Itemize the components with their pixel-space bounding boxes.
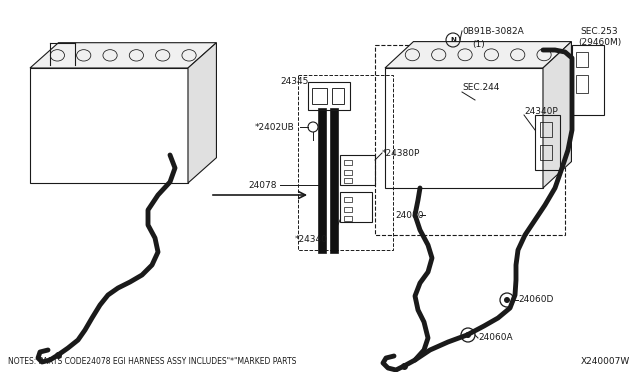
Bar bbox=[318, 108, 326, 253]
Polygon shape bbox=[385, 42, 572, 68]
Text: X240007W: X240007W bbox=[580, 357, 630, 366]
Bar bbox=[332, 88, 344, 104]
Text: 0B91B-3082A: 0B91B-3082A bbox=[462, 26, 524, 35]
Polygon shape bbox=[188, 43, 216, 183]
Bar bbox=[344, 170, 352, 175]
Bar bbox=[344, 178, 352, 183]
Text: NOTES: PARTS CODE24078 EGI HARNESS ASSY INCLUDES"*"MARKED PARTS: NOTES: PARTS CODE24078 EGI HARNESS ASSY … bbox=[8, 357, 296, 366]
Bar bbox=[576, 52, 588, 67]
Bar bbox=[312, 88, 327, 104]
Bar bbox=[330, 108, 338, 253]
Bar bbox=[576, 75, 588, 93]
Text: (1): (1) bbox=[472, 41, 484, 49]
Text: N: N bbox=[450, 37, 456, 43]
Polygon shape bbox=[543, 42, 572, 188]
Text: *24380P: *24380P bbox=[382, 148, 420, 157]
Text: 24078: 24078 bbox=[248, 180, 276, 189]
Text: *2402UB: *2402UB bbox=[255, 122, 295, 131]
Circle shape bbox=[465, 332, 471, 338]
Text: 24060D: 24060D bbox=[518, 295, 554, 305]
Bar bbox=[344, 197, 352, 202]
Bar bbox=[344, 160, 352, 165]
Text: 24340P: 24340P bbox=[524, 108, 557, 116]
Bar bbox=[344, 207, 352, 212]
Text: 24345: 24345 bbox=[280, 77, 308, 87]
Bar bbox=[52, 48, 67, 60]
Bar bbox=[540, 122, 552, 137]
Text: SEC.244: SEC.244 bbox=[462, 83, 499, 93]
Text: *24340: *24340 bbox=[295, 235, 328, 244]
Bar bbox=[540, 145, 552, 160]
Text: 24080: 24080 bbox=[395, 211, 424, 219]
Text: SEC.253: SEC.253 bbox=[580, 26, 618, 35]
Bar bbox=[344, 216, 352, 221]
Circle shape bbox=[504, 297, 510, 303]
Polygon shape bbox=[30, 43, 216, 68]
Text: 24060A: 24060A bbox=[478, 334, 513, 343]
Text: (29460M): (29460M) bbox=[578, 38, 621, 46]
